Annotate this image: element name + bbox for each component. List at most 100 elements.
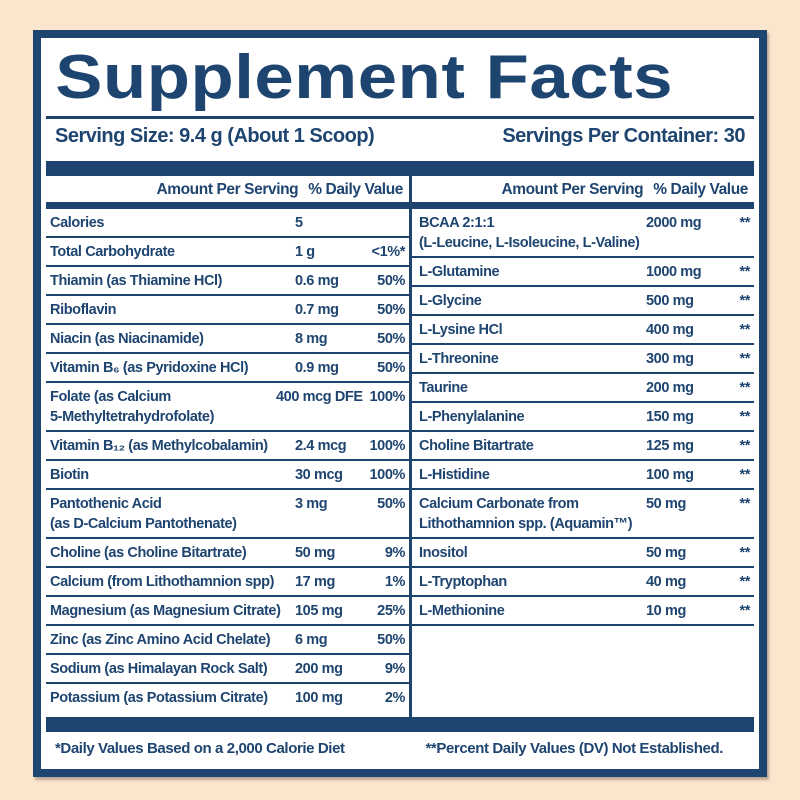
nutrient-daily-value: ** <box>739 351 751 367</box>
nutrient-amount: 100 mg <box>646 467 694 483</box>
nutrient-daily-value: ** <box>739 603 751 619</box>
serving-size-text: Serving Size: 9.4 g (About 1 Scoop) <box>55 125 375 147</box>
nutrient-name: Taurine <box>419 380 468 396</box>
table-row: L-Methionine 10 mg ** <box>412 597 754 626</box>
nutrient-amount: 100 mg <box>295 690 343 706</box>
bottom-separator-band <box>46 717 754 732</box>
nutrient-daily-value: 50% <box>377 302 405 318</box>
nutrient-name: L-Threonine <box>419 351 499 367</box>
table-row: L-Threonine 300 mg ** <box>412 345 754 374</box>
nutrient-amount: 200 mg <box>295 661 343 677</box>
nutrient-name: Pantothenic Acid (as D-Calcium Pantothen… <box>50 496 237 532</box>
nutrient-daily-value: ** <box>739 293 751 309</box>
table-row: Calcium (from Lithothamnion spp) 17 mg 1% <box>46 568 409 597</box>
nutrient-amount: 0.7 mg <box>295 302 339 318</box>
table-row: Choline (as Choline Bitartrate) 50 mg 9% <box>46 539 409 568</box>
table-row: Biotin 30 mcg 100% <box>46 461 409 490</box>
nutrient-name: Sodium (as Himalayan Rock Salt) <box>50 661 268 677</box>
serving-info-row: Serving Size: 9.4 g (About 1 Scoop) Serv… <box>45 119 755 154</box>
label-title: Supplement Facts <box>55 43 674 112</box>
table-row: Potassium (as Potassium Citrate) 100 mg 2% <box>46 684 409 711</box>
nutrient-amount: 1 g <box>295 244 315 260</box>
nutrient-name: L-Glycine <box>419 293 482 309</box>
nutrient-daily-value: 9% <box>384 545 406 561</box>
nutrient-name: Inositol <box>419 545 468 561</box>
amount-per-serving-header: Amount Per Serving <box>501 181 644 198</box>
title-divider <box>46 116 754 119</box>
nutrient-name: Biotin <box>50 467 89 483</box>
table-row: L-Tryptophan 40 mg ** <box>412 568 754 597</box>
nutrient-amount: 2.4 mcg <box>295 438 347 454</box>
nutrient-name: Niacin (as Niacinamide) <box>50 331 204 347</box>
table-row: L-Glycine 500 mg ** <box>412 287 754 316</box>
nutrient-daily-value: 25% <box>377 603 405 619</box>
nutrient-amount: 50 mg <box>646 496 686 512</box>
table-row: Calories 5 <box>46 209 409 238</box>
nutrient-amount: 200 mg <box>646 380 694 396</box>
nutrient-daily-value: 50% <box>377 360 405 376</box>
nutrient-daily-value: 100% <box>369 389 406 405</box>
table-row: Inositol 50 mg ** <box>412 539 754 568</box>
table-row: Calcium Carbonate from Lithothamnion spp… <box>412 490 754 539</box>
nutrient-name: L-Tryptophan <box>419 574 507 590</box>
nutrient-daily-value: 1% <box>384 574 406 590</box>
nutrient-amount: 400 mg <box>646 322 694 338</box>
table-row: Zinc (as Zinc Amino Acid Chelate) 6 mg 50% <box>46 626 409 655</box>
nutrient-daily-value: ** <box>739 496 751 512</box>
nutrient-amount: 300 mg <box>646 351 694 367</box>
nutrient-amount: 40 mg <box>646 574 686 590</box>
daily-value-header: % Daily Value <box>308 181 403 198</box>
nutrient-name: Vitamin B₁₂ (as Methylcobalamin) <box>50 438 268 454</box>
table-row: Choline Bitartrate 125 mg ** <box>412 432 754 461</box>
table-row: Pantothenic Acid (as D-Calcium Pantothen… <box>46 490 409 539</box>
table-row: BCAA 2:1:1 (L-Leucine, L-Isoleucine, L-V… <box>412 209 754 258</box>
table-row: Niacin (as Niacinamide) 8 mg 50% <box>46 325 409 354</box>
nutrient-daily-value: 100% <box>369 438 406 454</box>
nutrient-daily-value: 100% <box>369 467 406 483</box>
nutrient-daily-value: ** <box>739 409 751 425</box>
nutrient-name: L-Histidine <box>419 467 490 483</box>
column-divider <box>409 176 412 717</box>
nutrient-name: Folate (as Calcium 5-Methyltetrahydrofol… <box>50 389 215 425</box>
nutrient-amount: 10 mg <box>646 603 686 619</box>
table-row: L-Lysine HCl 400 mg ** <box>412 316 754 345</box>
left-column-header: Amount Per Serving % Daily Value <box>46 176 409 209</box>
nutrient-amount: 50 mg <box>295 545 335 561</box>
nutrient-amount: 5 <box>295 215 303 231</box>
nutrient-daily-value: ** <box>739 264 751 280</box>
table-row: Magnesium (as Magnesium Citrate) 105 mg 25… <box>46 597 409 626</box>
table-row: L-Glutamine 1000 mg ** <box>412 258 754 287</box>
nutrient-daily-value: ** <box>739 322 751 338</box>
table-row: Folate (as Calcium 5-Methyltetrahydrofol… <box>46 383 409 432</box>
nutrient-name: Calcium Carbonate from Lithothamnion spp… <box>419 496 633 532</box>
nutrient-name: L-Glutamine <box>419 264 500 280</box>
nutrient-amount: 2000 mg <box>646 215 702 231</box>
nutrient-amount: 17 mg <box>295 574 335 590</box>
nutrient-daily-value: ** <box>739 467 751 483</box>
nutrient-daily-value: 2% <box>384 690 406 706</box>
table-row: Thiamin (as Thiamine HCl) 0.6 mg 50% <box>46 267 409 296</box>
amount-per-serving-header: Amount Per Serving <box>156 181 299 198</box>
nutrient-amount: 150 mg <box>646 409 694 425</box>
supplement-facts-label: Supplement Facts Serving Size: 9.4 g (Ab… <box>33 30 767 777</box>
nutrient-amount: 6 mg <box>295 632 328 648</box>
nutrient-name: Thiamin (as Thiamine HCl) <box>50 273 223 289</box>
nutrient-daily-value: 9% <box>384 661 406 677</box>
nutrient-daily-value: ** <box>739 380 751 396</box>
nutrient-amount: 50 mg <box>646 545 686 561</box>
footnote-daily-values: *Daily Values Based on a 2,000 Calorie D… <box>55 740 345 757</box>
footnotes-row: *Daily Values Based on a 2,000 Calorie D… <box>45 732 755 765</box>
nutrient-name: Calcium (from Lithothamnion spp) <box>50 574 275 590</box>
right-column: Amount Per Serving % Daily Value BCAA 2:… <box>412 176 754 717</box>
nutrient-name: Total Carbohydrate <box>50 244 175 260</box>
nutrient-amount: 0.6 mg <box>295 273 339 289</box>
footnote-not-established: **Percent Daily Values (DV) Not Establis… <box>425 740 723 757</box>
nutrient-name: Magnesium (as Magnesium Citrate) <box>50 603 281 619</box>
nutrient-name: Calories <box>50 215 105 231</box>
nutrient-amount: 1000 mg <box>646 264 702 280</box>
nutrient-name: L-Methionine <box>419 603 505 619</box>
nutrient-name: Vitamin B₆ (as Pyridoxine HCl) <box>50 360 249 376</box>
nutrient-name: BCAA 2:1:1 (L-Leucine, L-Isoleucine, L-V… <box>419 215 640 251</box>
nutrient-daily-value: 50% <box>377 273 405 289</box>
nutrient-daily-value: ** <box>739 438 751 454</box>
